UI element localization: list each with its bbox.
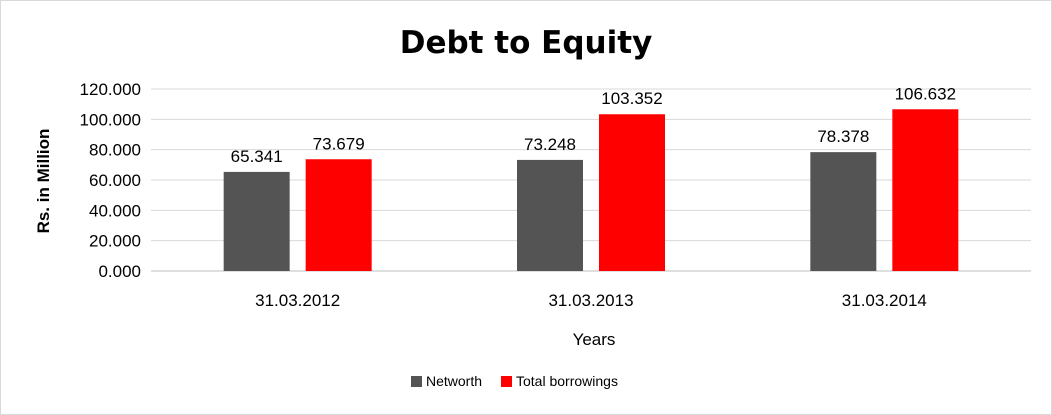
y-axis-title: Rs. in Million bbox=[34, 129, 53, 234]
legend-swatch bbox=[501, 376, 512, 387]
x-category-label: 31.03.2013 bbox=[548, 291, 633, 310]
x-category-label: 31.03.2014 bbox=[842, 291, 927, 310]
bars bbox=[223, 109, 959, 271]
y-tick-label: 0.000 bbox=[98, 262, 141, 281]
legend-swatch bbox=[411, 376, 422, 387]
data-label: 103.352 bbox=[601, 89, 662, 108]
data-label: 106.632 bbox=[895, 84, 956, 103]
bar-total-borrowings bbox=[305, 159, 372, 271]
legend: Networth Total borrowings bbox=[411, 373, 618, 389]
data-labels: 65.341 73.679 73.248 103.352 78.378 106.632 bbox=[231, 84, 956, 166]
bar-total-borrowings bbox=[892, 109, 959, 271]
y-tick-label: 60.000 bbox=[89, 171, 141, 190]
data-label: 73.679 bbox=[313, 134, 365, 153]
y-tick-label: 80.000 bbox=[89, 141, 141, 160]
bar-networth bbox=[517, 159, 583, 271]
bar-networth bbox=[810, 152, 877, 271]
y-tick-label: 120.000 bbox=[80, 80, 141, 99]
x-axis-title: Years bbox=[573, 330, 616, 349]
bar-networth bbox=[223, 171, 290, 271]
y-tick-label: 100.000 bbox=[80, 110, 141, 129]
x-axis-categories: 31.03.2012 31.03.2013 31.03.2014 bbox=[255, 291, 927, 310]
bar-total-borrowings bbox=[599, 114, 665, 271]
y-tick-label: 20.000 bbox=[89, 232, 141, 251]
x-category-label: 31.03.2012 bbox=[255, 291, 340, 310]
legend-label: Total borrowings bbox=[516, 373, 618, 389]
y-axis-ticks: 0.000 20.000 40.000 60.000 80.000 100.000 120.… bbox=[80, 80, 141, 281]
chart-title: Debt to Equity bbox=[400, 25, 653, 61]
data-label: 73.248 bbox=[524, 135, 576, 154]
data-label: 65.341 bbox=[231, 147, 283, 166]
y-tick-label: 40.000 bbox=[89, 201, 141, 220]
gridlines bbox=[151, 88, 1031, 272]
data-label: 78.378 bbox=[817, 127, 869, 146]
legend-label: Networth bbox=[426, 373, 482, 389]
